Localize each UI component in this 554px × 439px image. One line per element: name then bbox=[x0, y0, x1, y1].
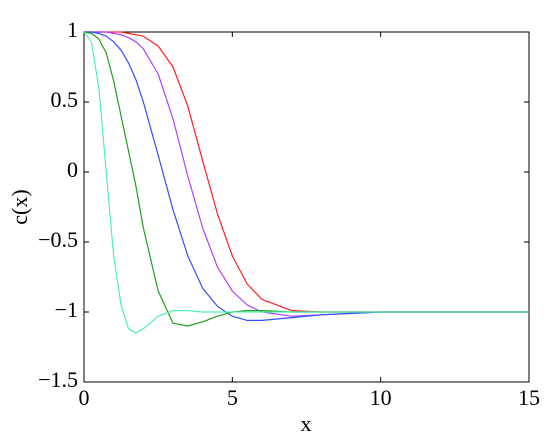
series-line bbox=[84, 31, 529, 313]
y-tick-label: 1 bbox=[67, 17, 78, 42]
y-tick-label: −0.5 bbox=[38, 227, 78, 252]
axes-box bbox=[83, 31, 530, 383]
x-tick-label: 15 bbox=[518, 385, 540, 410]
x-axis-label: x bbox=[301, 411, 312, 436]
y-tick-label: −1 bbox=[55, 297, 78, 322]
series-line bbox=[84, 31, 529, 321]
x-tick-label: 5 bbox=[227, 385, 238, 410]
series-line bbox=[83, 31, 529, 327]
series-line bbox=[84, 31, 529, 317]
series-line bbox=[83, 31, 529, 334]
y-tick-label: −1.5 bbox=[38, 367, 78, 392]
x-tick-label: 10 bbox=[370, 385, 392, 410]
y-tick-label: 0.5 bbox=[51, 87, 79, 112]
x-tick-label: 0 bbox=[79, 385, 90, 410]
y-tick-label: 0 bbox=[67, 157, 78, 182]
y-axis-label: c(x) bbox=[7, 189, 32, 224]
